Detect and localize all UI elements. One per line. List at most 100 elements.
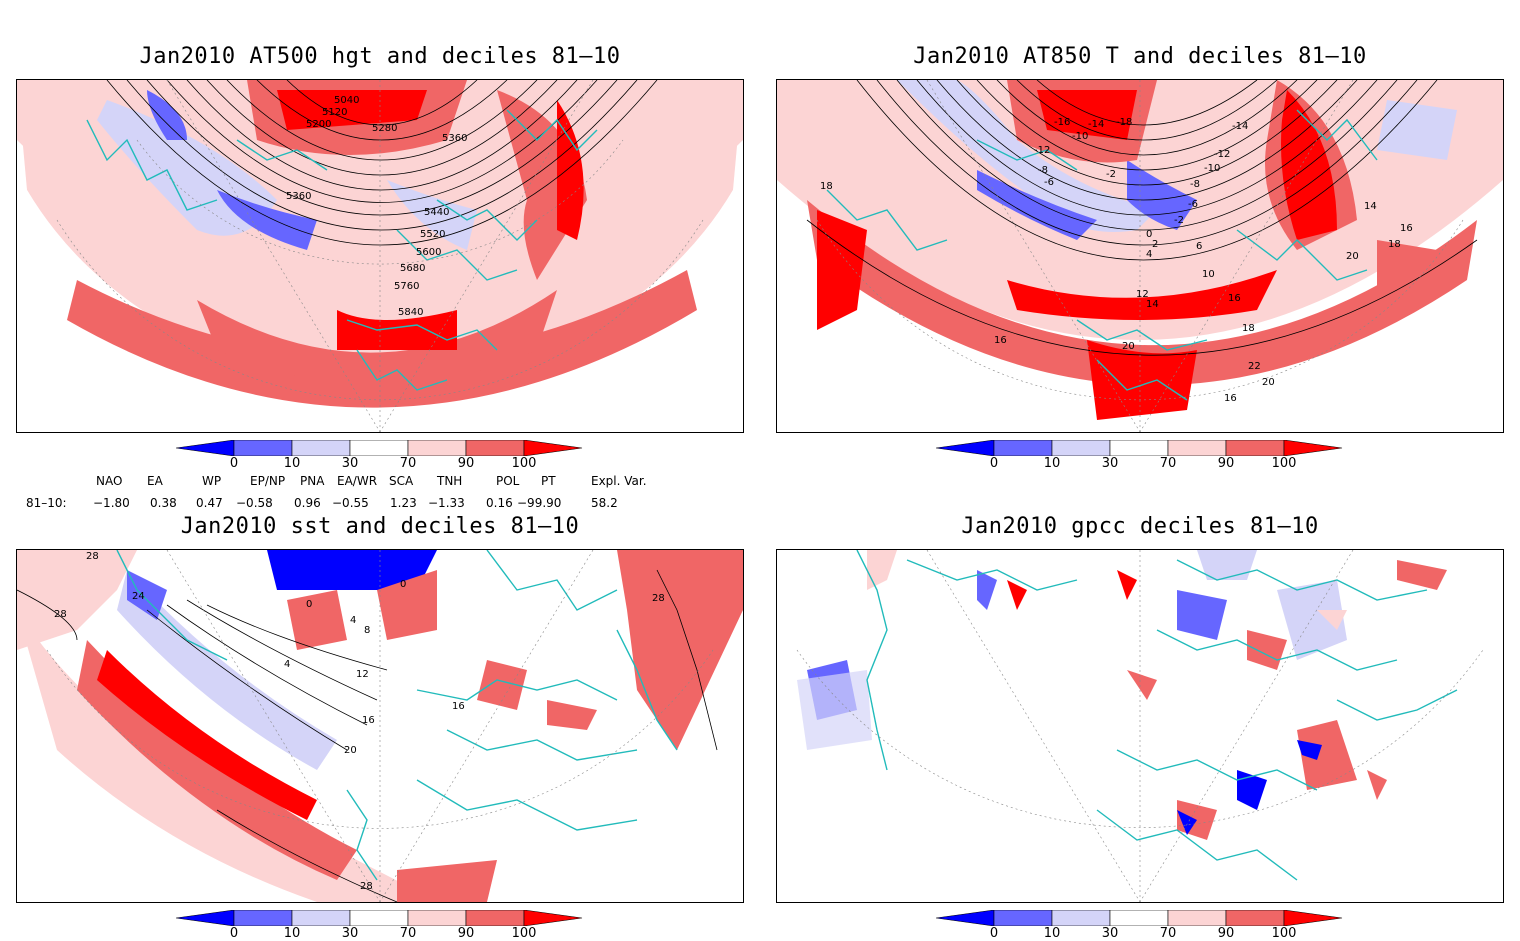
colorbar-sst: 0 10 30 70 90 100 [175, 909, 596, 941]
contour-label: -8 [1038, 165, 1048, 176]
contour-label: 16 [1224, 393, 1237, 404]
contour-label: 5200 [306, 119, 331, 130]
contour-label: 22 [1248, 361, 1261, 372]
colorbar-tick: 10 [1043, 456, 1061, 471]
colorbar-tick: 100 [511, 456, 537, 471]
contour-label: 16 [362, 715, 375, 726]
contour-label: -2 [1106, 169, 1116, 180]
contour-label: 4 [1146, 249, 1152, 260]
colorbar-hgt: 0 10 30 70 90 100 [175, 439, 596, 480]
contour-label: 5680 [400, 263, 425, 274]
colorbar-tick: 10 [283, 456, 301, 471]
index-value: 0.47 [196, 496, 223, 510]
colorbar-tick: 70 [399, 456, 417, 471]
contour-label: 12 [356, 669, 369, 680]
contour-label: -6 [1044, 177, 1054, 188]
colorbar-tick: 0 [989, 456, 999, 471]
colorbar-tick: 90 [1217, 456, 1235, 471]
contour-label: -2 [1174, 215, 1184, 226]
map-sst [16, 549, 744, 903]
colorbar-tick: 0 [229, 926, 239, 941]
contour-label: 14 [1364, 201, 1377, 212]
index-header: TNH [437, 474, 463, 488]
contour-label: 8 [364, 625, 370, 636]
contour-label: -8 [1190, 179, 1200, 190]
contour-label: 5760 [394, 281, 419, 292]
contour-label: -12 [1214, 149, 1230, 160]
contour-label: 5040 [334, 95, 359, 106]
index-row-label: 81–10: [26, 496, 67, 510]
colorbar-tick: 30 [341, 926, 359, 941]
contour-labels-sst: 28 24 28 0 4 0 8 12 16 16 20 28 4 28 [54, 551, 665, 892]
contour-label: 28 [54, 609, 67, 620]
contour-label: 28 [652, 593, 665, 604]
index-header: EA [147, 474, 163, 488]
contour-label: 0 [400, 579, 406, 590]
contour-label: 20 [1346, 251, 1359, 262]
contour-label: 4 [350, 615, 356, 626]
contour-label: -10 [1072, 131, 1088, 142]
index-header: Expl. Var. [591, 474, 647, 488]
contour-label: 20 [344, 745, 357, 756]
colorbar-tick: 90 [457, 456, 475, 471]
contour-label: -18 [1116, 117, 1132, 128]
colorbar-tick: 100 [1271, 456, 1297, 471]
colorbar-tick: 30 [1101, 926, 1119, 941]
contour-label: 12 [1136, 289, 1149, 300]
index-value: 1.23 [390, 496, 417, 510]
colorbar-tick: 70 [399, 926, 417, 941]
contour-label: 16 [452, 701, 465, 712]
colorbar-tick: 30 [341, 456, 359, 471]
index-value: −1.80 [93, 496, 130, 510]
panel-title-t850: Jan2010 AT850 T and deciles 81–10 [913, 44, 1367, 69]
panel-title-hgt: Jan2010 AT500 hgt and deciles 81–10 [139, 44, 621, 69]
index-header: EA/WR [337, 474, 378, 488]
colorbar-tick: 10 [283, 926, 301, 941]
contour-label: 5120 [322, 107, 347, 118]
colorbar-tick: 100 [511, 926, 537, 941]
contour-label: 16 [1400, 223, 1413, 234]
colorbar-tick: 30 [1101, 456, 1119, 471]
colorbar-tick: 70 [1159, 926, 1177, 941]
contour-label: 28 [360, 881, 373, 892]
contour-label: 6 [1196, 241, 1202, 252]
colorbar-tick: 90 [457, 926, 475, 941]
contour-label: 18 [1242, 323, 1255, 334]
contour-label: 5840 [398, 307, 423, 318]
colorbar-tick: 0 [229, 456, 239, 471]
contour-label: 5520 [420, 229, 445, 240]
contour-label: 20 [1122, 341, 1135, 352]
contour-labels-t850: -16 -14 -18 -10 -12 -8 -6 -2 -12 -14 -10… [820, 117, 1413, 404]
contour-label: -14 [1232, 121, 1248, 132]
contour-label: 5360 [442, 133, 467, 144]
contour-label: -14 [1088, 119, 1104, 130]
colorbar-tick: 70 [1159, 456, 1177, 471]
contour-label: -12 [1034, 145, 1050, 156]
colorbar-tick: 90 [1217, 926, 1235, 941]
map-hgt [16, 79, 744, 433]
contour-label: -6 [1188, 199, 1198, 210]
contour-label: 16 [1228, 293, 1241, 304]
colorbar-t850: 0 10 30 70 90 100 [935, 439, 1356, 480]
index-value: −1.33 [428, 496, 465, 510]
index-value: −99.90 [517, 496, 562, 510]
contour-label: 18 [1388, 239, 1401, 250]
panel-title-sst: Jan2010 sst and deciles 81–10 [180, 514, 580, 539]
index-header: POL [496, 474, 520, 488]
map-t850 [776, 79, 1504, 433]
index-header: EP/NP [250, 474, 286, 488]
contour-label: -10 [1204, 163, 1220, 174]
index-header: PT [541, 474, 556, 488]
index-value: 0.16 [486, 496, 513, 510]
index-value: 0.96 [294, 496, 321, 510]
index-value: 0.38 [150, 496, 177, 510]
colorbar-tick: 10 [1043, 926, 1061, 941]
contour-label: 5440 [424, 207, 449, 218]
contour-label: 2 [1152, 239, 1158, 250]
contour-label: 5600 [416, 247, 441, 258]
contour-label: 4 [284, 659, 290, 670]
index-value: −0.58 [236, 496, 273, 510]
contour-label: -16 [1054, 117, 1070, 128]
indices-value-row: 81–10: −1.80 0.38 0.47 −0.58 0.96 −0.55 … [0, 496, 740, 514]
contour-label: 5360 [286, 191, 311, 202]
